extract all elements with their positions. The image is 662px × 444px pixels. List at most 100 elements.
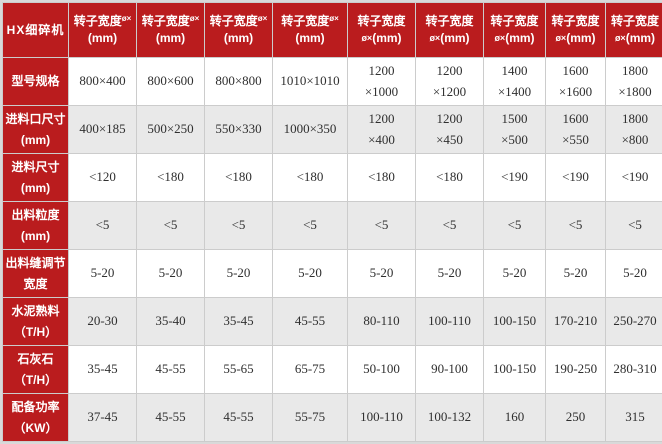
table-cell: 5-20	[605, 249, 662, 298]
column-header-label: 转子宽度	[610, 13, 659, 28]
table-cell: 1800 ×1800	[605, 57, 662, 106]
table-cell: <5	[136, 201, 205, 250]
row-header: 出料缝调节 宽度	[2, 249, 69, 298]
table-cell: 100-110	[347, 393, 416, 442]
table-cell: 1200 ×450	[415, 105, 484, 154]
row-header: 石灰石 （T/H）	[2, 345, 69, 394]
table-cell: 5-20	[68, 249, 137, 298]
table-cell: 800×400	[68, 57, 137, 106]
column-header: 转子宽度 ø×(mm)	[347, 2, 416, 58]
table-cell: 1500 ×500	[483, 105, 546, 154]
diameter-symbol: ø×	[121, 13, 132, 23]
table-cell: 45-55	[272, 297, 348, 346]
table-cell: 80-110	[347, 297, 416, 346]
table-cell: <190	[605, 153, 662, 202]
table-cell: 55-65	[204, 345, 273, 394]
table-cell: 1600 ×550	[545, 105, 606, 154]
column-header-unit: (mm)	[295, 31, 325, 45]
table-cell: 280-310	[605, 345, 662, 394]
table-cell: 45-55	[136, 393, 205, 442]
table-cell: 1400 ×1400	[483, 57, 546, 106]
diameter-symbol: ø×	[329, 13, 339, 23]
table-cell: 5-20	[415, 249, 484, 298]
table-cell: 250-270	[605, 297, 662, 346]
table-cell: <5	[347, 201, 416, 250]
column-header-unit: (mm)	[566, 31, 596, 45]
column-header-unit: (mm)	[440, 31, 470, 45]
table-row: 配备功率 （KW） 37-45 45-55 45-55 55-75 100-110 100-…	[2, 393, 662, 442]
table-cell: 1800 ×800	[605, 105, 662, 154]
table-cell: 1000×350	[272, 105, 348, 154]
row-header: 出料粒度 (mm)	[2, 201, 69, 250]
table-cell: <5	[204, 201, 273, 250]
table-cell: 800×800	[204, 57, 273, 106]
table-cell: <180	[347, 153, 416, 202]
table-cell: 1200 ×400	[347, 105, 416, 154]
diameter-symbol: ø×	[189, 13, 200, 23]
table-row: 石灰石 （T/H） 35-45 45-55 55-65 65-75 50-100 90-10…	[2, 345, 662, 394]
row-header: 型号规格	[2, 57, 69, 106]
column-header-label: 转子宽度	[551, 13, 600, 28]
column-header-label: 转子宽度	[281, 13, 330, 28]
table-cell: 37-45	[68, 393, 137, 442]
column-header: 转子宽度ø×(mm)	[136, 2, 205, 58]
table-cell: 35-40	[136, 297, 205, 346]
table-cell: 1010×1010	[272, 57, 348, 106]
table-cell: 5-20	[347, 249, 416, 298]
table-row: 进料尺寸 (mm) <120 <180 <180 <180 <180 <180 <190 <19…	[2, 153, 662, 202]
table-cell: <5	[272, 201, 348, 250]
diameter-symbol: ø×	[614, 33, 626, 43]
diameter-symbol: ø×	[494, 33, 506, 43]
table-cell: 5-20	[272, 249, 348, 298]
column-header-label: 转子宽度	[357, 13, 406, 28]
table-cell: <180	[415, 153, 484, 202]
column-header-label: 转子宽度	[141, 13, 190, 28]
column-header: 转子宽度 ø×(mm)	[605, 2, 662, 58]
table-cell: 170-210	[545, 297, 606, 346]
table-cell: 90-100	[415, 345, 484, 394]
table-cell: <5	[545, 201, 606, 250]
table-cell: 50-100	[347, 345, 416, 394]
table-cell: <5	[483, 201, 546, 250]
column-header-unit: (mm)	[155, 31, 186, 45]
table-cell: 1200 ×1000	[347, 57, 416, 106]
row-header: 水泥熟料 （T/H）	[2, 297, 69, 346]
table-corner-label: HX细碎机	[2, 2, 69, 58]
column-header: 转子宽度ø×(mm)	[204, 2, 273, 58]
table-cell: <5	[68, 201, 137, 250]
table-row: 水泥熟料 （T/H） 20-30 35-40 35-45 45-55 80-110 100-…	[2, 297, 662, 346]
column-header: 转子宽度ø× (mm)	[272, 2, 348, 58]
table-cell: 315	[605, 393, 662, 442]
table-row: 进料口尺寸 (mm) 400×185 500×250 550×330 1000×350 1…	[2, 105, 662, 154]
diameter-symbol: ø×	[361, 33, 373, 43]
table-cell: 55-75	[272, 393, 348, 442]
column-header-unit: (mm)	[223, 31, 254, 45]
table-row: 型号规格 800×400 800×600 800×800 1010×1010 1200 ×…	[2, 57, 662, 106]
table-cell: <120	[68, 153, 137, 202]
column-header-label: 转子宽度	[209, 13, 258, 28]
header-row: HX细碎机 转子宽度ø× (mm) 转子宽度ø× (mm) 转子宽度ø× (mm) 转子宽度…	[2, 2, 662, 58]
diameter-symbol: ø×	[429, 33, 441, 43]
row-header: 进料口尺寸 (mm)	[2, 105, 69, 154]
column-header-label: 转子宽度	[490, 13, 539, 28]
table-cell: <5	[605, 201, 662, 250]
table-cell: <180	[136, 153, 205, 202]
table-cell: 5-20	[136, 249, 205, 298]
table-cell: 5-20	[545, 249, 606, 298]
table-cell: 100-132	[415, 393, 484, 442]
table-cell: 20-30	[68, 297, 137, 346]
table-cell: 45-55	[136, 345, 205, 394]
column-header-unit: (mm)	[625, 31, 656, 45]
table-row: 出料粒度 (mm) <5 <5 <5 <5 <5 <5 <5 <5 <5	[2, 201, 662, 250]
table-cell: 550×330	[204, 105, 273, 154]
column-header-unit: (mm)	[87, 31, 118, 45]
column-header-unit: (mm)	[372, 31, 402, 45]
table-cell: 100-110	[415, 297, 484, 346]
table-header: HX细碎机 转子宽度ø× (mm) 转子宽度ø× (mm) 转子宽度ø× (mm) 转子宽度…	[2, 2, 662, 58]
table-cell: <190	[483, 153, 546, 202]
table-cell: 5-20	[204, 249, 273, 298]
column-header-label: 转子宽度	[73, 13, 122, 28]
